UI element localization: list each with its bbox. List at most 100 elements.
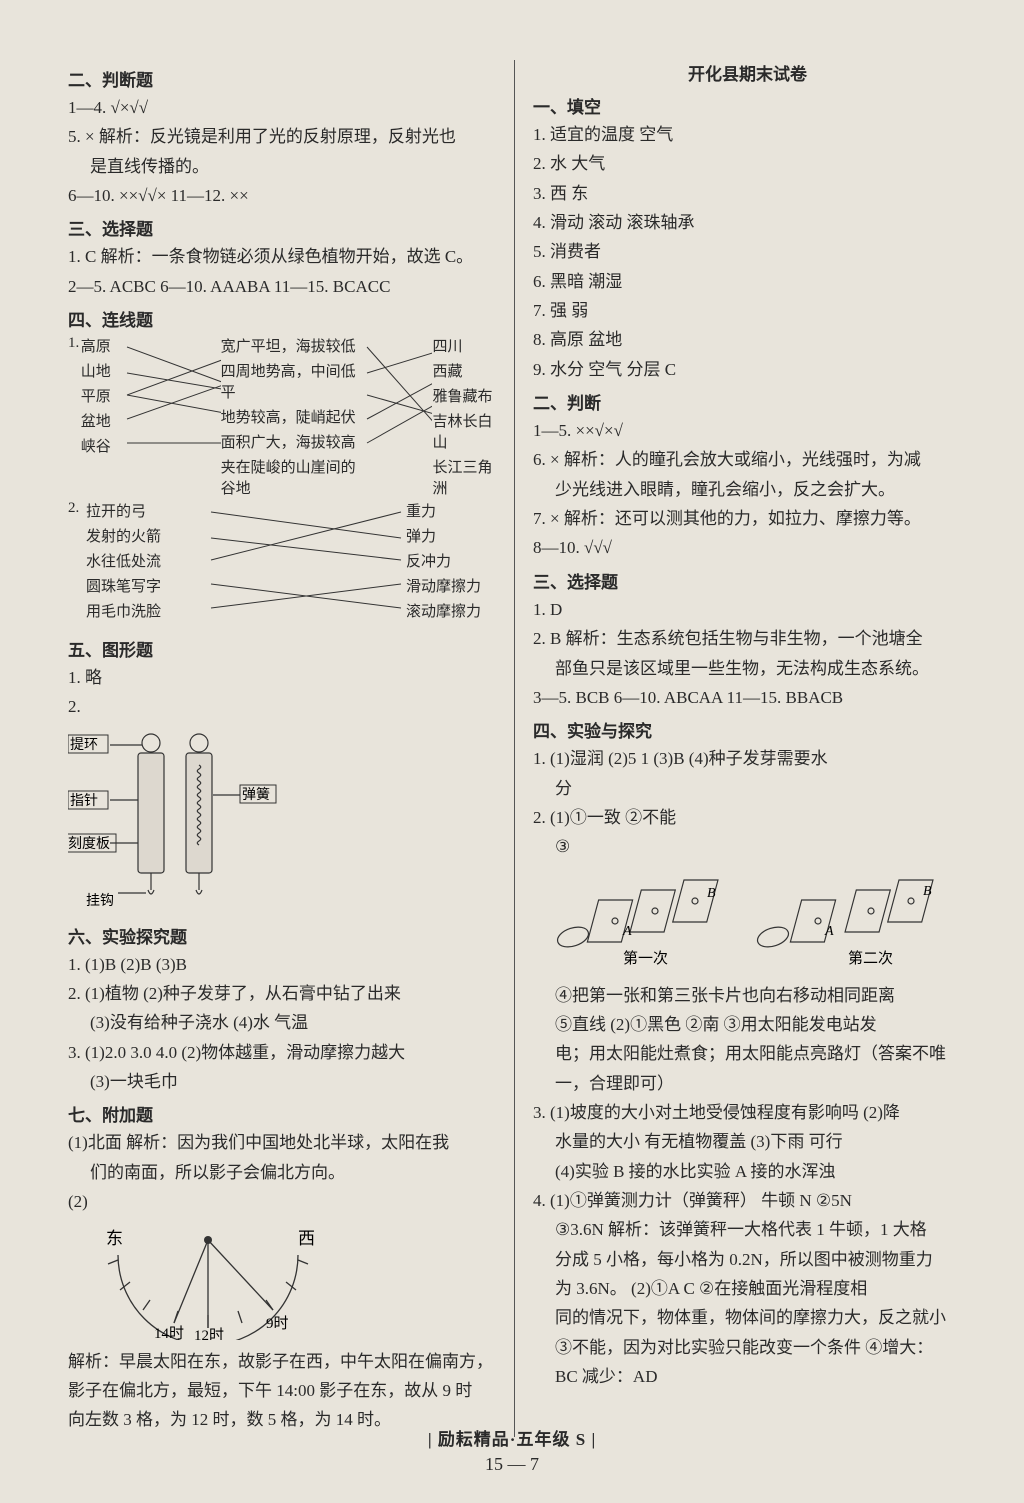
- sec-1-head: 一、填空: [533, 93, 962, 118]
- match-item: 长江三角洲: [432, 456, 496, 498]
- match-item: 吉林长白山: [432, 410, 496, 452]
- ans-line: ③: [533, 834, 962, 860]
- right-column: 开化县期末试卷 一、填空 1. 适宜的温度 空气 2. 水 大气 3. 西 东 …: [515, 60, 970, 1437]
- ans-line: 解析：早晨太阳在东，故影子在西，中午太阳在偏南方，: [68, 1349, 496, 1375]
- ans-line: 们的南面，所以影子会偏北方向。: [68, 1160, 496, 1186]
- match-item: 西藏: [432, 360, 496, 381]
- match-item: 四周地势高，中间低平: [221, 360, 362, 402]
- label-12: 12时: [194, 1327, 224, 1340]
- match-item: 峡谷: [81, 435, 122, 456]
- svg-text:指针: 指针: [70, 793, 98, 809]
- ans-line: 分: [533, 776, 962, 802]
- match-item: 地势较高，陡峭起伏: [221, 406, 362, 427]
- match-lines-icon: [206, 500, 406, 630]
- label-hook: 挂钩: [86, 893, 114, 909]
- footer-title: 励耘精品·五年级 S: [438, 1430, 586, 1449]
- label-a2: A: [824, 924, 834, 939]
- page-number: 15 — 7: [0, 1454, 1024, 1475]
- match-item: 夹在陡峻的山崖间的谷地: [221, 456, 362, 498]
- ans-line: 6. 黑暗 潮湿: [533, 269, 962, 295]
- match-item: 发射的火箭: [86, 525, 206, 546]
- sec-4r-head: 四、实验与探究: [533, 717, 962, 742]
- label-b2: B: [923, 884, 932, 899]
- ans-line: 6—10. ××√√× 11—12. ××: [68, 183, 496, 209]
- ans-line: ③不能，因为对比实验只能改变一个条件 ④增大：: [533, 1335, 962, 1361]
- ans-line: 2.: [68, 694, 496, 720]
- match-item: 拉开的弓: [86, 500, 206, 521]
- ans-line: (2): [68, 1189, 496, 1215]
- label-9: 9时: [266, 1315, 289, 1332]
- ans-line: 3. (1)坡度的大小对土地受侵蚀程度有影响吗 (2)降: [533, 1100, 962, 1126]
- match-item: 重力: [406, 500, 496, 521]
- ans-line: 1—4. √×√√: [68, 95, 496, 121]
- match-item: 高原: [81, 335, 122, 356]
- match-item: 弹力: [406, 525, 496, 546]
- ans-line: 1. C 解析：一条食物链必须从绿色植物开始，故选 C。: [68, 244, 496, 270]
- sec-7-head: 七、附加题: [68, 1101, 496, 1126]
- label-spring: 弹簧: [242, 787, 270, 803]
- ans-line: 6. × 解析：人的瞳孔会放大或缩小，光线强时，为减: [533, 447, 962, 473]
- ans-line: ⑤直线 (2)①黑色 ②南 ③用太阳能发电站发: [533, 1012, 962, 1038]
- label-pointer: 指针: [70, 793, 98, 809]
- ans-line: 2. B 解析：生态系统包括生物与非生物，一个池塘全: [533, 626, 962, 652]
- svg-text:刻度板: 刻度板: [68, 836, 110, 852]
- ans-line: 2. (1)植物 (2)种子发芽了，从石膏中钻了出来: [68, 981, 496, 1007]
- match-item: 盆地: [81, 410, 122, 431]
- matching-1: 1. 高原 山地 平原 盆地 峡谷 宽广平坦，海拔较低: [68, 335, 496, 498]
- ans-line: 4. 滑动 滚动 滚珠轴承: [533, 210, 962, 236]
- ans-line: 同的情况下，物体重，物体间的摩擦力大，反之就小: [533, 1305, 962, 1331]
- match-item: 圆珠笔写字: [86, 575, 206, 596]
- ans-line: ③3.6N 解析：该弹簧秤一大格代表 1 牛顿，1 大格: [533, 1217, 962, 1243]
- ans-line: 2—5. ACBC 6—10. AAABA 11—15. BCACC: [68, 274, 496, 300]
- ans-line: 5. × 解析：反光镜是利用了光的反射原理，反射光也: [68, 124, 496, 150]
- label-14: 14时: [154, 1325, 184, 1340]
- ans-line: 分成 5 小格，每小格为 0.2N，所以图中被测物重力: [533, 1247, 962, 1273]
- match-item: 滚动摩擦力: [406, 600, 496, 621]
- ans-line: 少光线进入眼睛，瞳孔会缩小，反之会扩大。: [533, 477, 962, 503]
- ans-line: 部鱼只是该区域里一些生物，无法构成生态系统。: [533, 656, 962, 682]
- sun-angle-diagram: 东 西 14时 12时 9时: [68, 1220, 496, 1345]
- match-item: 雅鲁藏布: [432, 385, 496, 406]
- svg-text:弹簧: 弹簧: [242, 787, 270, 803]
- match-item: 用毛巾洗脸: [86, 600, 206, 621]
- match-item: 宽广平坦，海拔较低: [221, 335, 362, 356]
- ans-line: (4)实验 B 接的水比实验 A 接的水浑浊: [533, 1159, 962, 1185]
- ans-line: 1. 略: [68, 665, 496, 691]
- match-lines-icon: [362, 335, 433, 465]
- label-west: 西: [298, 1229, 315, 1248]
- ans-line: 7. 强 弱: [533, 298, 962, 324]
- ans-line: 一，合理即可）: [533, 1071, 962, 1097]
- match-item: 面积广大，海拔较高: [221, 431, 362, 452]
- label-ring: 提环: [70, 737, 98, 753]
- label-second: 第二次: [848, 949, 893, 967]
- ans-line: 电；用太阳能灶煮食；用太阳能点亮路灯（答案不唯: [533, 1041, 962, 1067]
- ans-line: 1. D: [533, 597, 962, 623]
- ans-line: (3)一块毛巾: [68, 1069, 496, 1095]
- ans-line: 3. 西 东: [533, 181, 962, 207]
- ans-line: 为 3.6N。 (2)①A C ②在接触面光滑程度相: [533, 1276, 962, 1302]
- ans-line: 是直线传播的。: [68, 154, 496, 180]
- ans-line: 2. 水 大气: [533, 151, 962, 177]
- left-column: 二、判断题 1—4. √×√√ 5. × 解析：反光镜是利用了光的反射原理，反射…: [60, 60, 515, 1437]
- page-footer: | 励耘精品·五年级 S | 15 — 7: [0, 1425, 1024, 1475]
- ans-line: 5. 消费者: [533, 239, 962, 265]
- matching-2: 2. 拉开的弓 发射的火箭 水往低处流 圆珠笔写字 用毛巾洗脸 重力 弹: [68, 500, 496, 630]
- paper-title: 开化县期末试卷: [533, 60, 962, 85]
- sec-2-head: 二、判断题: [68, 66, 496, 91]
- match-item: 滑动摩擦力: [406, 575, 496, 596]
- sec-6-head: 六、实验探究题: [68, 923, 496, 948]
- sec-4-head: 四、连线题: [68, 306, 496, 331]
- ans-line: ④把第一张和第三张卡片也向右移动相同距离: [533, 983, 962, 1009]
- ans-line: (3)没有给种子浇水 (4)水 气温: [68, 1010, 496, 1036]
- match-item: 四川: [432, 335, 496, 356]
- ans-line: 1. (1)湿润 (2)5 1 (3)B (4)种子发芽需要水: [533, 746, 962, 772]
- match-item: 反冲力: [406, 550, 496, 571]
- match-item: 山地: [81, 360, 122, 381]
- sec-5-head: 五、图形题: [68, 636, 496, 661]
- ans-line: 7. × 解析：还可以测其他的力，如拉力、摩擦力等。: [533, 506, 962, 532]
- ans-line: 8—10. √√√: [533, 535, 962, 561]
- label-first: 第一次: [623, 949, 668, 967]
- sec-3r-head: 三、选择题: [533, 568, 962, 593]
- ans-line: 1. (1)B (2)B (3)B: [68, 952, 496, 978]
- experiment-cards-diagram: A B A B 第一次 第二次: [553, 865, 962, 975]
